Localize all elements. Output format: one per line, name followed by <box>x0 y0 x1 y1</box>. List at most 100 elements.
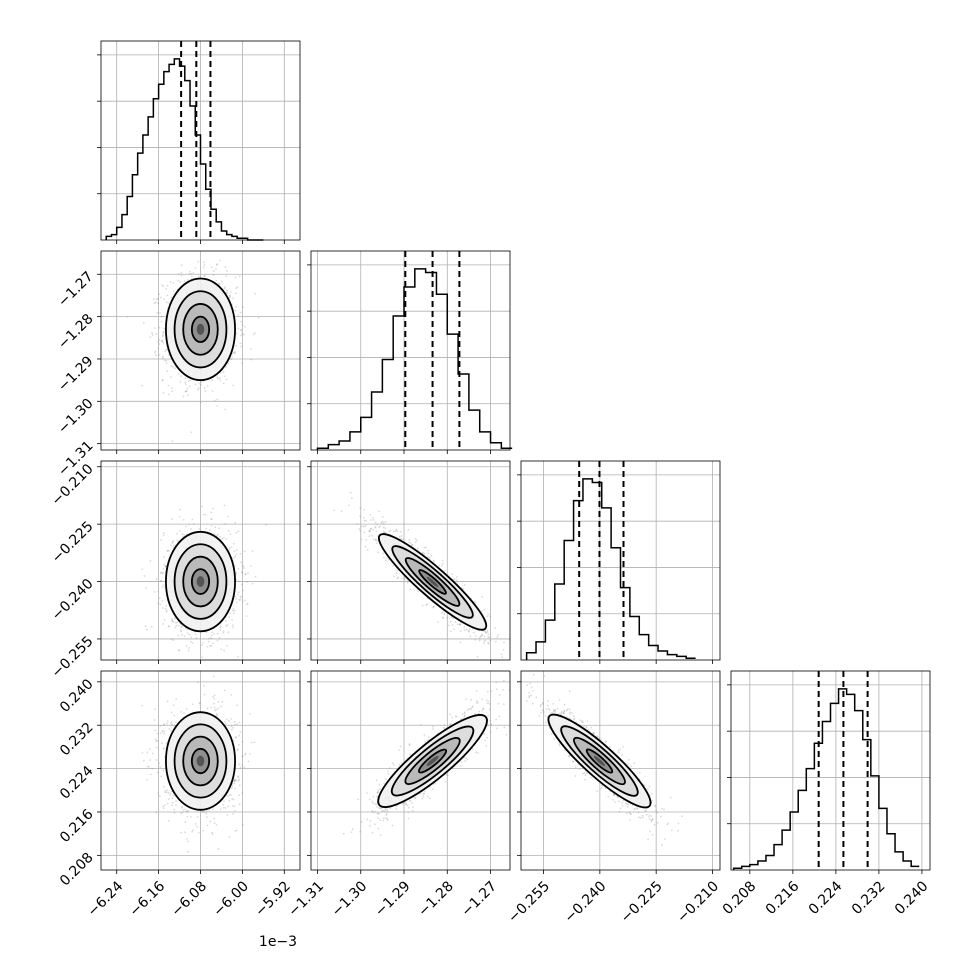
sample-point <box>239 598 242 601</box>
sample-point <box>219 535 221 538</box>
sample-point <box>440 612 443 615</box>
sample-point <box>240 571 243 573</box>
sample-point <box>237 567 240 570</box>
sample-point <box>167 819 170 822</box>
sample-point <box>218 282 220 285</box>
sample-point <box>374 538 377 541</box>
sample-point <box>158 795 161 797</box>
sample-point <box>191 518 194 521</box>
sample-point <box>203 387 206 389</box>
sample-point <box>179 281 181 283</box>
sample-point <box>486 615 489 618</box>
sample-point <box>233 556 236 559</box>
sample-point <box>222 536 225 539</box>
sample-point <box>233 782 236 785</box>
sample-point <box>179 508 181 511</box>
sample-point <box>191 703 194 706</box>
sample-point <box>489 639 492 642</box>
sample-point <box>164 791 166 794</box>
sample-point <box>228 794 231 797</box>
sample-point <box>441 559 444 562</box>
sample-point <box>194 266 197 269</box>
sample-point <box>397 576 399 579</box>
sample-point <box>171 804 174 807</box>
contour-2 <box>173 290 228 369</box>
sample-point <box>168 625 171 628</box>
sample-point <box>162 724 165 726</box>
sample-point <box>414 541 417 544</box>
sample-point <box>162 807 165 810</box>
sample-point <box>481 595 484 598</box>
sample-point <box>214 709 216 712</box>
sample-point <box>222 807 225 809</box>
sample-point <box>237 591 240 594</box>
sample-point <box>204 274 206 277</box>
sample-point <box>161 356 164 359</box>
sample-point <box>240 595 243 598</box>
sample-point <box>162 331 164 334</box>
sample-point <box>158 338 161 341</box>
sample-point <box>201 656 203 659</box>
sample-point <box>213 706 216 709</box>
sample-point <box>234 276 237 279</box>
sample-point <box>200 381 203 383</box>
sample-point <box>225 365 227 368</box>
sample-point <box>174 367 176 370</box>
sample-point <box>223 504 226 507</box>
sample-point <box>141 568 144 571</box>
sample-point <box>488 636 491 639</box>
density-content <box>126 259 260 443</box>
sample-point <box>165 362 168 365</box>
sample-point <box>228 296 231 299</box>
sample-point <box>194 383 197 386</box>
sample-point <box>188 633 191 636</box>
sample-point <box>217 700 220 703</box>
sample-point <box>242 589 244 592</box>
sample-point <box>423 546 426 549</box>
sample-point <box>399 530 402 533</box>
sample-point <box>231 609 234 612</box>
sample-point <box>409 588 412 591</box>
sample-point <box>160 539 163 541</box>
sample-point <box>480 635 483 638</box>
sample-point <box>211 378 213 381</box>
sample-point <box>497 633 500 636</box>
sample-point <box>224 523 227 525</box>
sample-point <box>389 529 392 532</box>
sample-point <box>459 630 462 633</box>
sample-point <box>205 631 207 634</box>
sample-point <box>231 624 234 627</box>
sample-point <box>161 284 164 287</box>
sample-point <box>222 631 225 634</box>
sample-point <box>163 730 166 733</box>
sample-point <box>453 628 455 631</box>
sample-point <box>220 705 222 708</box>
sample-point <box>371 516 374 519</box>
sample-point <box>159 603 162 606</box>
sample-point <box>224 408 227 411</box>
sample-point <box>239 730 242 733</box>
sample-point <box>481 633 484 636</box>
sample-point <box>384 520 387 523</box>
sample-point <box>239 342 242 345</box>
sample-point <box>421 604 424 607</box>
sample-point <box>223 375 226 378</box>
contour-1 <box>182 555 219 608</box>
sample-point <box>142 759 145 762</box>
sample-point <box>480 610 483 612</box>
sample-point <box>215 264 218 266</box>
sample-point <box>161 599 164 602</box>
density-content <box>141 675 256 853</box>
sample-point <box>427 552 430 555</box>
sample-point <box>465 628 468 631</box>
sample-point <box>236 601 238 604</box>
contour-2 <box>391 545 474 619</box>
sample-point <box>211 518 213 520</box>
sample-point <box>213 697 216 700</box>
sample-point <box>180 711 182 713</box>
sample-point <box>249 565 252 568</box>
sample-point <box>180 274 183 277</box>
sample-point <box>172 290 175 292</box>
sample-point <box>485 632 487 634</box>
sample-point <box>202 829 204 832</box>
